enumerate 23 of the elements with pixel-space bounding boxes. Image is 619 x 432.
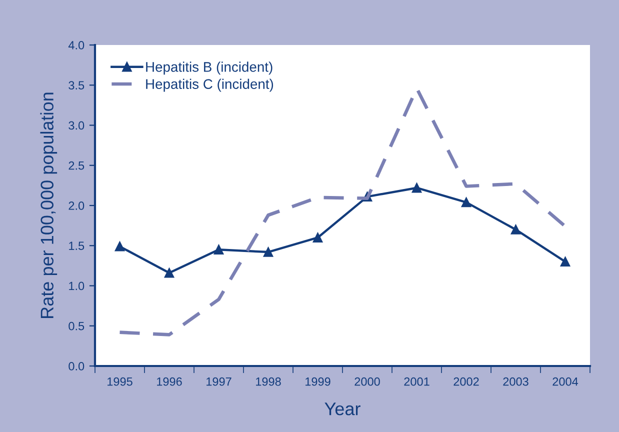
legend-label: Hepatitis C (incident) [146, 78, 274, 92]
x-tick-label: 2002 [454, 377, 479, 386]
y-tick-label: 4.0 [68, 41, 84, 50]
x-tick-label: 1996 [157, 377, 182, 386]
x-tick-label: 1995 [108, 377, 132, 386]
x-tick-label: 2000 [354, 377, 380, 386]
legend-label: Hepatitis B (incident) [146, 62, 272, 75]
x-tick-label: 2003 [503, 377, 528, 386]
y-tick-label: 0.0 [68, 362, 84, 370]
y-tick-label: 0.5 [68, 322, 84, 330]
y-tick-label: 3.0 [68, 121, 84, 130]
x-axis-title: Year [324, 402, 360, 416]
y-tick-label: 1.0 [69, 282, 84, 290]
x-tick-label: 2004 [552, 377, 578, 386]
y-tick-label: 3.5 [68, 81, 84, 90]
y-tick-label: 2.0 [68, 202, 84, 210]
y-axis-title: Rate per 100,000 population [40, 92, 58, 318]
x-tick-label: 1999 [306, 377, 330, 386]
x-tick-label: 1997 [206, 377, 232, 386]
x-tick-label: 2001 [404, 377, 430, 386]
y-tick-label: 2.5 [68, 161, 84, 170]
x-tick-label: 1998 [256, 377, 281, 386]
y-tick-label: 1.5 [69, 242, 84, 250]
